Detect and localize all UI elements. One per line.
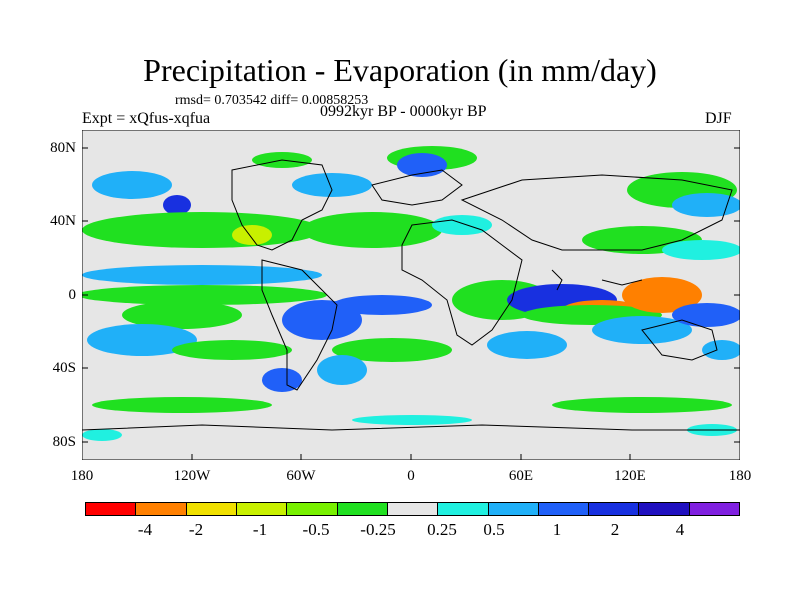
- colorbar-bin: [86, 503, 136, 515]
- colorbar-label: -0.25: [353, 520, 403, 540]
- colorbar-label: 0.25: [417, 520, 467, 540]
- lat-label-80s: 80S: [36, 434, 76, 451]
- lat-label-40n: 40N: [36, 213, 76, 230]
- lon-label-180e: 180: [710, 468, 770, 485]
- colorbar-bin: [589, 503, 639, 515]
- experiment-label: Expt = xQfus-xqfua: [82, 110, 210, 128]
- colorbar-label: 2: [590, 520, 640, 540]
- colorbar-bin: [438, 503, 488, 515]
- lon-label-180w: 180: [52, 468, 112, 485]
- colorbar-label: -2: [171, 520, 221, 540]
- colorbar-bin: [187, 503, 237, 515]
- lon-label-120e: 120E: [600, 468, 660, 485]
- colorbar-bin: [237, 503, 287, 515]
- lon-label-120w: 120W: [162, 468, 222, 485]
- colorbar-bin: [388, 503, 438, 515]
- colorbar-bin: [539, 503, 589, 515]
- colorbar-label: 0.5: [469, 520, 519, 540]
- colorbar-label: -1: [235, 520, 285, 540]
- lon-label-60e: 60E: [491, 468, 551, 485]
- plot-title: Precipitation - Evaporation (in mm/day): [0, 52, 800, 89]
- colorbar-bin: [639, 503, 689, 515]
- lat-label-80n: 80N: [36, 140, 76, 157]
- colorbar: [85, 502, 740, 516]
- colorbar-bin: [136, 503, 186, 515]
- colorbar-bin: [287, 503, 337, 515]
- colorbar-label: 4: [655, 520, 705, 540]
- season-label: DJF: [705, 110, 732, 128]
- lat-label-40s: 40S: [36, 360, 76, 377]
- world-map: [82, 130, 740, 460]
- colorbar-label: 1: [532, 520, 582, 540]
- colorbar-label: -4: [120, 520, 170, 540]
- colorbar-bin: [690, 503, 739, 515]
- colorbar-label: -0.5: [291, 520, 341, 540]
- period-label: 0992kyr BP - 0000kyr BP: [320, 103, 487, 121]
- lon-label-0: 0: [381, 468, 441, 485]
- colorbar-bin: [489, 503, 539, 515]
- colorbar-bin: [338, 503, 388, 515]
- lat-label-0: 0: [36, 287, 76, 304]
- lon-label-60w: 60W: [271, 468, 331, 485]
